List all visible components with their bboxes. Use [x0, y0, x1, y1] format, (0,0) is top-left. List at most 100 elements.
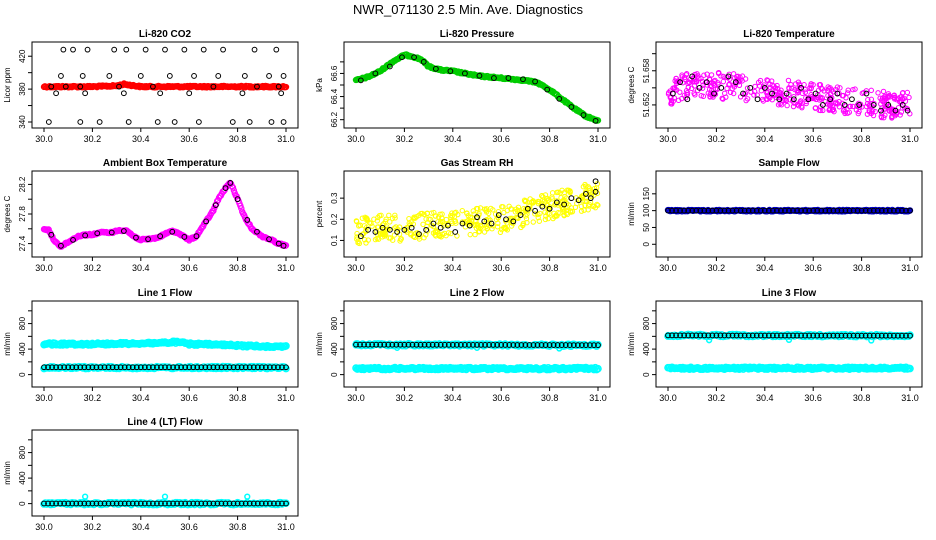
data-point [411, 214, 417, 220]
data-point [524, 205, 531, 212]
data-point [483, 207, 489, 213]
panel-9: Line 4 (LT) Flow ml/min 30.0 30.2 30.4 30.6 30… [3, 417, 299, 532]
x-tick-label: 30.2 [708, 134, 726, 144]
y-tick-label: 400 [18, 342, 27, 356]
data-point [554, 342, 561, 348]
data-point [524, 219, 530, 226]
x-tick-label: 30.0 [659, 134, 677, 144]
data-point [665, 332, 671, 339]
data-point [69, 364, 76, 371]
panel-6: Line 1 Flow ml/min 30.0 30.2 30.4 30.6 30.8 31.… [3, 288, 299, 403]
data-point [681, 207, 688, 214]
data-point [521, 205, 527, 212]
data-layer [353, 178, 601, 247]
data-point [413, 213, 420, 220]
data-point [467, 231, 473, 238]
data-point [852, 86, 858, 92]
data-point [704, 71, 710, 77]
data-point [238, 364, 245, 371]
data-point [786, 207, 792, 214]
data-point [429, 222, 435, 229]
data-point [788, 81, 794, 88]
data-point [385, 341, 392, 348]
data-point [145, 364, 152, 371]
data-point [827, 102, 834, 108]
data-point [162, 500, 168, 507]
x-tick-label: 30.0 [35, 263, 53, 273]
data-point [412, 215, 418, 221]
data-point [530, 342, 537, 348]
data-point [402, 225, 409, 232]
data-point [761, 84, 768, 91]
data-point [397, 238, 403, 244]
data-point [794, 332, 800, 339]
data-point [713, 207, 720, 214]
data-point [868, 96, 875, 103]
data-point [145, 236, 151, 243]
x-tick-label: 30.2 [396, 134, 414, 144]
panel-title: Li-820 CO2 [139, 29, 192, 40]
data-point [785, 77, 792, 84]
data-point [202, 500, 209, 507]
data-point [133, 500, 140, 507]
data-point [769, 90, 775, 97]
y-axis-label: Licor ppm [3, 67, 12, 102]
data-point [684, 71, 690, 77]
data-point [697, 332, 704, 339]
data-point [743, 97, 749, 104]
data-point [62, 83, 69, 90]
plot-frame [655, 41, 923, 129]
data-point [868, 87, 874, 94]
data-point [408, 232, 414, 238]
data-point [711, 90, 717, 97]
data-point [437, 211, 443, 218]
x-tick-label: 30.8 [541, 134, 559, 144]
data-point [467, 214, 473, 221]
data-point [486, 210, 492, 217]
data-point [699, 85, 706, 91]
data-point [685, 207, 692, 214]
data-point [751, 92, 757, 98]
data-point [775, 102, 782, 108]
data-point [681, 92, 688, 99]
data-point [386, 226, 393, 233]
data-point [894, 97, 900, 103]
x-tick-label: 30.4 [132, 393, 150, 403]
y-tick-label: 800 [330, 316, 339, 330]
x-tick-label: 30.6 [492, 134, 510, 144]
data-point [372, 236, 379, 243]
y-axis-label: ml/min [3, 461, 12, 485]
data-point [234, 196, 241, 203]
data-point [275, 500, 281, 507]
data-point [693, 207, 700, 214]
data-point [58, 73, 64, 79]
data-point [254, 364, 261, 371]
data-point [425, 341, 432, 348]
data-point [215, 73, 222, 79]
y-tick-label: 420 [18, 49, 27, 63]
data-point [524, 208, 531, 214]
data-point [567, 188, 573, 195]
data-point [93, 500, 100, 507]
data-point [774, 207, 780, 214]
data-point [200, 46, 207, 53]
data-point [117, 364, 124, 371]
data-point [737, 207, 744, 214]
data-point [391, 232, 398, 238]
data-point [520, 222, 526, 228]
data-point [105, 364, 112, 371]
data-point [542, 192, 549, 198]
data-point [481, 218, 488, 225]
data-point [850, 332, 857, 339]
y-axis-label: percent [315, 200, 324, 227]
data-point [744, 85, 751, 91]
data-point [250, 364, 257, 371]
y-tick-label: 800 [18, 316, 27, 330]
data-point [354, 234, 360, 240]
data-point [413, 341, 420, 348]
data-point [452, 218, 459, 224]
data-point [677, 332, 683, 339]
data-point [810, 207, 817, 214]
data-point [757, 332, 764, 339]
plot-frame [343, 41, 611, 129]
